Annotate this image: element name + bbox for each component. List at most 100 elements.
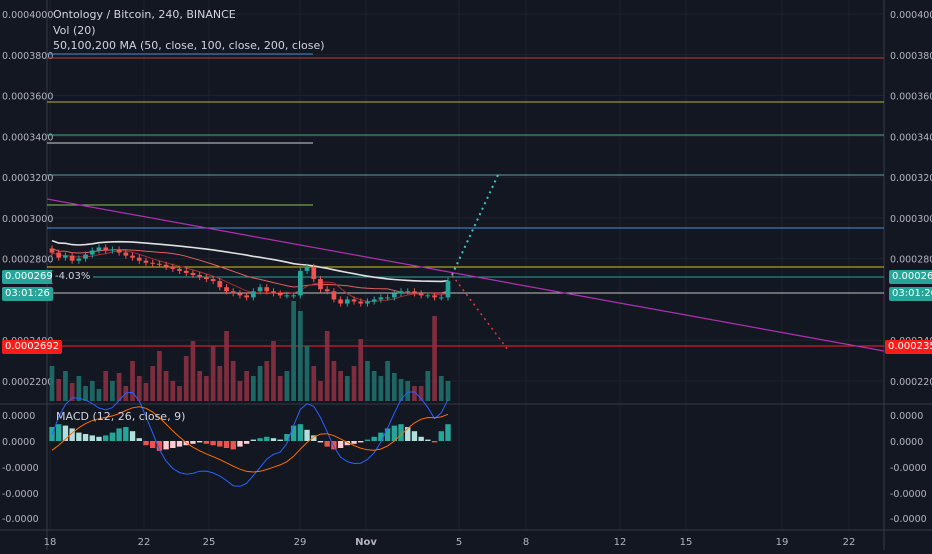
macd-histogram-bar bbox=[230, 441, 236, 450]
macd-histogram-bar bbox=[351, 441, 357, 444]
price-tick-left: 0.0004000 bbox=[2, 10, 53, 21]
candle-body bbox=[418, 293, 424, 296]
candle-body bbox=[110, 249, 115, 251]
candle-body bbox=[204, 277, 209, 280]
symbol-title: Ontology / Bitcoin, 240, BINANCE bbox=[53, 8, 236, 21]
candle-body bbox=[405, 291, 411, 293]
symbol-legend[interactable]: Ontology / Bitcoin, 240, BINANCE bbox=[53, 8, 236, 21]
projection-down-line bbox=[451, 274, 509, 351]
volume-bar bbox=[277, 376, 283, 401]
candle-body bbox=[365, 301, 370, 304]
volume-legend[interactable]: Vol (20) bbox=[53, 24, 96, 37]
candle-body bbox=[257, 287, 263, 292]
volume-bar bbox=[264, 361, 270, 401]
candle-body bbox=[170, 266, 176, 269]
price-tick-right: 0.0002800 bbox=[890, 255, 932, 266]
volume-bar bbox=[217, 366, 223, 401]
macd-histogram-bar bbox=[364, 439, 371, 441]
volume-bar bbox=[251, 376, 256, 401]
projection-up-line bbox=[451, 174, 499, 276]
candle-body bbox=[56, 252, 62, 258]
macd-histogram-bar bbox=[438, 431, 444, 441]
macd-tick-right: 0.0000 bbox=[890, 437, 923, 448]
time-tick: 12 bbox=[614, 537, 627, 548]
macd-histogram-bar bbox=[163, 441, 169, 450]
volume-bar bbox=[438, 376, 444, 401]
macd-histogram-bar bbox=[411, 431, 418, 441]
macd-histogram-bar bbox=[324, 441, 330, 447]
price-tick-left: 0.0003000 bbox=[2, 214, 53, 225]
macd-histogram-bar bbox=[243, 441, 250, 444]
macd-histogram-bar bbox=[290, 425, 297, 441]
price-tick-right: 0.0003000 bbox=[890, 214, 932, 225]
candle-body bbox=[190, 272, 196, 275]
volume-bar bbox=[432, 316, 437, 401]
candle-body bbox=[311, 266, 317, 280]
macd-histogram-bar bbox=[136, 438, 142, 441]
macd-histogram-bar bbox=[384, 428, 391, 441]
volume-bar bbox=[271, 341, 276, 401]
macd-histogram-bar bbox=[210, 441, 216, 446]
trendline bbox=[46, 198, 885, 352]
candle-body bbox=[136, 257, 142, 261]
volume-bar bbox=[197, 371, 203, 401]
macd-histogram-bar bbox=[277, 439, 283, 441]
price-tick-left: 0.0003400 bbox=[2, 132, 53, 143]
macd-tick-right: -0.0000 bbox=[890, 514, 927, 525]
candle-body bbox=[284, 295, 290, 297]
ma-200-line bbox=[51, 239, 449, 283]
volume-bar bbox=[76, 376, 82, 401]
candle-body bbox=[237, 293, 243, 296]
macd-histogram-bar bbox=[331, 441, 337, 450]
candle-body bbox=[210, 279, 216, 282]
volume-bar bbox=[358, 339, 364, 401]
candle-body bbox=[183, 270, 189, 273]
volume-bar bbox=[157, 351, 162, 401]
macd-line bbox=[51, 391, 449, 487]
volume-bar bbox=[143, 383, 149, 401]
candle-body bbox=[391, 293, 397, 298]
macd-histogram-bar bbox=[378, 432, 384, 441]
volume-bar bbox=[63, 371, 68, 401]
volume-bar bbox=[304, 346, 310, 401]
price-tick-left: 0.0003200 bbox=[2, 173, 53, 184]
price-tick-left: 0.0003600 bbox=[2, 92, 53, 103]
macd-histogram-bar bbox=[445, 424, 451, 441]
macd-legend[interactable]: MACD (12, 26, close, 9) bbox=[56, 410, 185, 423]
candle-body bbox=[89, 250, 95, 255]
macd-histogram-bar bbox=[156, 441, 163, 451]
macd-histogram-bar bbox=[76, 432, 82, 441]
candle-body bbox=[338, 299, 343, 304]
volume-bar bbox=[445, 381, 451, 401]
candle-body bbox=[271, 291, 276, 294]
macd-histogram-bar bbox=[237, 441, 243, 447]
candle-body bbox=[116, 249, 122, 253]
volume-bar bbox=[103, 371, 109, 401]
candle-body bbox=[177, 268, 182, 271]
volume-bar bbox=[150, 366, 156, 401]
macd-histogram-bar bbox=[337, 441, 344, 448]
macd-histogram-bar bbox=[223, 441, 230, 448]
volume-bar bbox=[177, 386, 182, 401]
time-tick: 5 bbox=[456, 537, 462, 548]
volume-bar bbox=[116, 373, 122, 401]
macd-histogram-bar bbox=[62, 425, 69, 441]
price-tick-right: 0.0003600 bbox=[890, 92, 932, 103]
candle-body bbox=[150, 262, 156, 264]
macd-histogram-bar bbox=[82, 434, 89, 441]
last-price-badge-right: 0.0002692 bbox=[889, 270, 932, 284]
volume-bar bbox=[351, 366, 357, 401]
macd-histogram-bar bbox=[103, 435, 109, 441]
candle-body bbox=[304, 266, 310, 271]
candle-body bbox=[438, 297, 444, 299]
candle-body bbox=[157, 263, 162, 265]
change-percent-badge: -4.03% bbox=[52, 270, 94, 284]
volume-bar bbox=[130, 361, 135, 401]
volume-bar bbox=[49, 366, 55, 401]
macd-histogram-bar bbox=[358, 441, 364, 443]
ma-legend[interactable]: 50,100,200 MA (50, close, 100, close, 20… bbox=[53, 39, 325, 52]
signal-line bbox=[51, 406, 449, 473]
volume-bar bbox=[418, 386, 424, 401]
